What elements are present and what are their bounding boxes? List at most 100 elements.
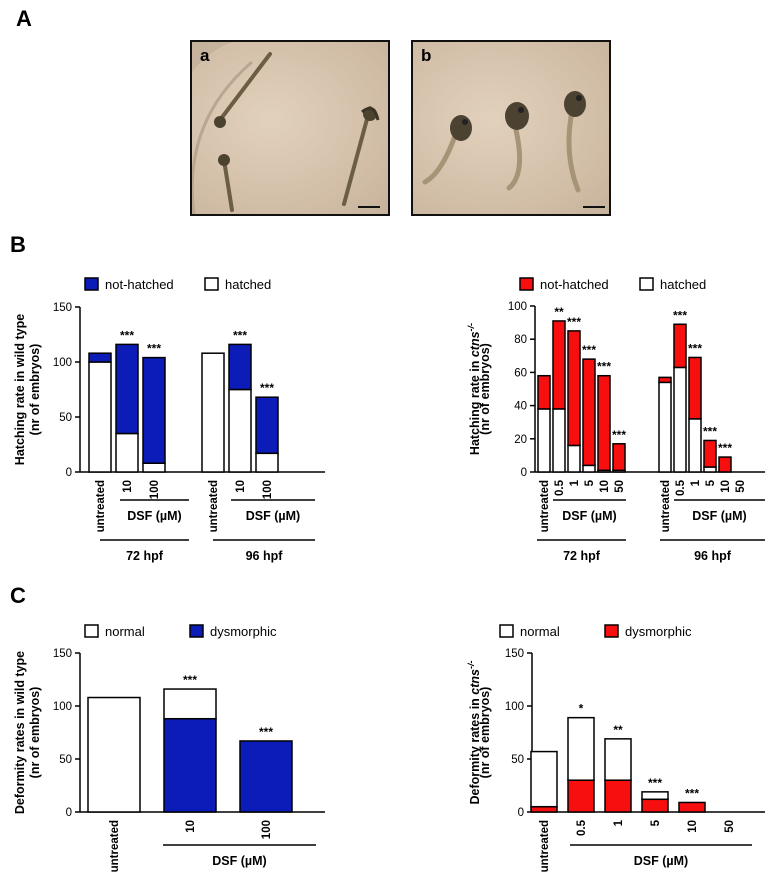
y-tick-label: 0 [66, 807, 72, 819]
y-tick-label: 150 [53, 302, 72, 314]
category-label: 10 [235, 480, 247, 493]
y-tick-label: 0 [521, 467, 527, 479]
micrograph-b-drawing [422, 91, 586, 193]
legend-label: not-hatched [105, 277, 174, 292]
bar-segment [703, 439, 717, 468]
significance-label: * [579, 702, 584, 716]
y-tick-label: 20 [514, 434, 527, 446]
category-label: 50 [614, 480, 626, 493]
micrograph-b-label: b [421, 46, 432, 65]
category-label: untreated [109, 820, 121, 872]
y-axis-label: Hatching rate in ctns-/- (nr of embryos) [466, 323, 492, 455]
category-label: 5 [584, 479, 596, 486]
bar-segment [87, 696, 141, 813]
panel-label-c: C [10, 583, 26, 608]
legend-label: not-hatched [540, 277, 609, 292]
significance-label: *** [567, 315, 581, 329]
category-label: 10 [687, 820, 699, 833]
dsf-label: DSF (µM) [634, 854, 688, 868]
y-axis-label: Hatching rate in wild type(nr of embryos… [13, 314, 42, 465]
bar-segment [597, 374, 611, 472]
y-axis-label-line: Deformity rates in [468, 695, 482, 805]
bar-segment [718, 456, 732, 473]
micrograph-a-drawing [192, 42, 380, 214]
y-axis-label-line: Hatching rate in wild type [13, 314, 27, 465]
category-label: 100 [261, 820, 273, 839]
significance-label: *** [582, 343, 596, 357]
y-axis-label-superscript: -/- [466, 323, 476, 332]
category-label: 1 [690, 479, 702, 486]
y-tick-label: 150 [53, 648, 72, 660]
bar-segment [163, 717, 217, 813]
legend-label: hatched [660, 277, 706, 292]
bar-segment [582, 358, 596, 467]
bar-segment [567, 716, 595, 781]
panel-label-a: A [16, 6, 32, 31]
legend-swatch [519, 277, 534, 291]
significance-label: *** [673, 308, 687, 322]
category-label: 100 [149, 480, 161, 499]
group-label: 96 hpf [694, 549, 732, 563]
y-axis-label: Deformity rates in ctns-/- (nr of embryos… [466, 661, 492, 805]
bar-segment [115, 343, 139, 435]
category-label: 5 [705, 479, 717, 486]
category-label: 50 [735, 480, 747, 493]
bar-segment [530, 750, 558, 808]
bar-segment [678, 801, 706, 813]
y-tick-label: 60 [514, 367, 527, 379]
y-tick-label: 40 [514, 401, 527, 413]
significance-label: *** [685, 786, 699, 800]
scale-bar-a [358, 206, 380, 208]
category-label: 100 [262, 480, 274, 499]
y-tick-label: 50 [59, 754, 72, 766]
dsf-label: DSF (µM) [246, 509, 300, 523]
y-axis-label-line: (nr of embryos) [478, 343, 492, 435]
bar-segment [228, 343, 252, 391]
significance-label: *** [233, 328, 247, 342]
bar-segment [658, 376, 672, 384]
y-axis-label-italic: ctns [468, 331, 482, 357]
category-label: untreated [95, 480, 107, 532]
category-label: 0.5 [576, 819, 588, 836]
category-label: untreated [539, 820, 551, 872]
legend-label: dysmorphic [625, 624, 692, 639]
category-label: 10 [720, 480, 732, 493]
dsf-label: DSF (µM) [562, 509, 616, 523]
bar-segment [142, 356, 166, 464]
significance-label: *** [703, 424, 717, 438]
y-tick-label: 100 [505, 701, 524, 713]
y-axis-label: Deformity rates in wild type(nr of embry… [13, 651, 42, 814]
bar-segment [612, 443, 626, 472]
significance-label: *** [648, 776, 662, 790]
y-axis-label-line: (nr of embryos) [478, 687, 492, 779]
y-axis-label-italic: ctns [468, 669, 482, 695]
category-label: 10 [599, 480, 611, 493]
y-axis-label-line: (nr of embryos) [28, 344, 42, 436]
significance-label: *** [718, 441, 732, 455]
bar-segment [641, 791, 669, 801]
y-tick-label: 100 [53, 701, 72, 713]
y-tick-label: 50 [511, 754, 524, 766]
y-tick-label: 80 [514, 334, 527, 346]
significance-label: *** [147, 342, 161, 356]
micrograph-a: a [190, 40, 390, 216]
category-label: 0.5 [675, 479, 687, 496]
significance-label: ** [554, 305, 564, 319]
legend-swatch [499, 624, 514, 638]
y-tick-label: 0 [518, 807, 524, 819]
bar-segment [239, 740, 293, 813]
category-label: 1 [613, 819, 625, 826]
legend-swatch [84, 277, 99, 291]
bar-segment [567, 330, 581, 447]
legend-swatch [84, 624, 99, 638]
y-tick-label: 150 [505, 648, 524, 660]
category-label: 50 [724, 820, 736, 833]
bar-segment [673, 323, 687, 369]
y-tick-label: 0 [66, 467, 72, 479]
category-label: 10 [185, 820, 197, 833]
y-axis-label-line: Deformity rates in wild type [13, 651, 27, 814]
group-label: 96 hpf [246, 549, 284, 563]
